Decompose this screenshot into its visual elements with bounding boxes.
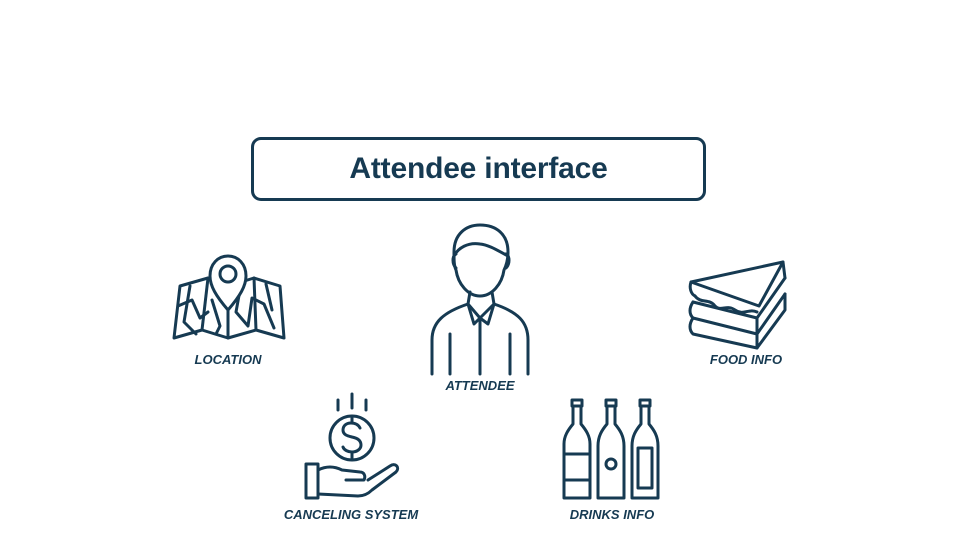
title-box: Attendee interface bbox=[251, 137, 706, 201]
attendee-label: ATTENDEE bbox=[445, 378, 515, 393]
page-title: Attendee interface bbox=[349, 152, 608, 185]
sandwich-icon bbox=[687, 258, 787, 350]
drinks-info-label: DRINKS INFO bbox=[569, 507, 655, 522]
map-pin-icon bbox=[170, 238, 286, 344]
hand-coin-icon bbox=[302, 392, 402, 502]
location-label: LOCATION bbox=[194, 352, 262, 367]
canceling-system-label: CANCELING SYSTEM bbox=[283, 507, 419, 522]
bottles-icon bbox=[560, 398, 664, 502]
person-icon bbox=[428, 222, 532, 376]
food-info-label: FOOD INFO bbox=[709, 352, 783, 367]
